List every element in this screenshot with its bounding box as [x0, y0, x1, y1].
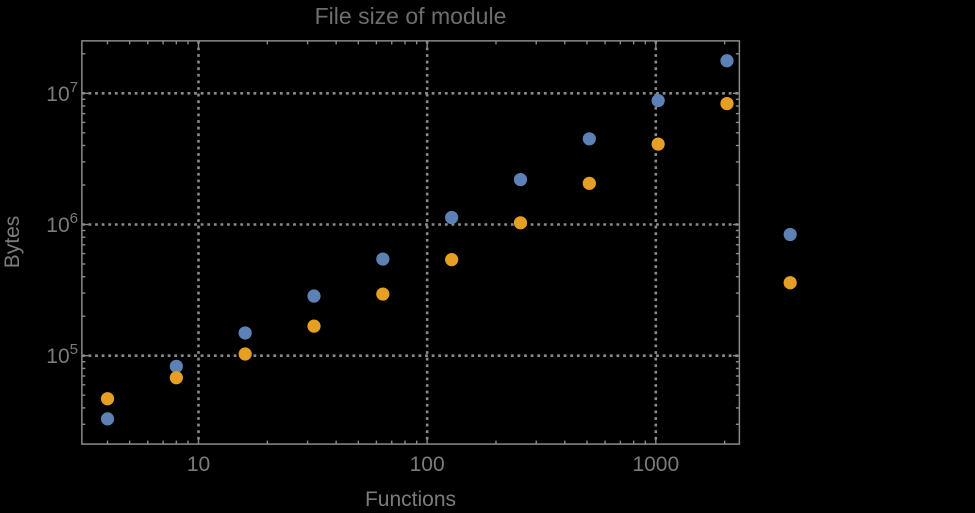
y-tick-labels: 105 106 107 — [46, 79, 78, 368]
data-point — [513, 172, 528, 187]
data-point — [783, 276, 797, 290]
data-point — [307, 289, 321, 303]
data-point — [445, 210, 459, 225]
x-tick-label: 100 — [410, 453, 445, 476]
x-axis-label: Functions — [364, 488, 457, 511]
data-point — [238, 326, 252, 340]
x-tick-label: 1000 — [632, 453, 679, 476]
data-point — [169, 359, 183, 373]
y-axis-label: Bytes — [1, 215, 24, 269]
data-point — [100, 392, 115, 406]
data-point — [100, 412, 115, 426]
chart-title: File size of module — [314, 3, 507, 29]
y-tick-label: 106 — [46, 210, 78, 237]
data-point — [169, 371, 183, 385]
data-point — [651, 93, 665, 108]
gridlines — [81, 40, 740, 445]
data-point — [651, 137, 665, 151]
axis-ticks — [81, 40, 740, 445]
data-point — [376, 287, 390, 301]
data-point — [445, 253, 459, 267]
series-blue — [100, 54, 797, 426]
y-tick-label: 107 — [46, 79, 78, 106]
data-point — [720, 54, 734, 68]
data-point — [238, 347, 252, 361]
data-point — [376, 252, 390, 266]
data-point — [720, 96, 734, 111]
series-orange — [100, 96, 797, 406]
data-point — [582, 176, 596, 190]
data-point — [582, 132, 596, 146]
plot-frame — [81, 40, 741, 445]
x-tick-label: 10 — [187, 453, 210, 476]
x-tick-labels: 10 100 1000 — [187, 453, 679, 476]
data-point — [513, 216, 528, 230]
data-point — [307, 319, 321, 333]
data-point — [783, 227, 797, 242]
y-tick-label: 105 — [46, 341, 78, 368]
